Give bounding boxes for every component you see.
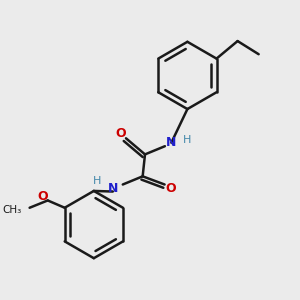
Text: O: O	[116, 127, 126, 140]
Text: H: H	[93, 176, 101, 186]
Text: CH₃: CH₃	[2, 205, 21, 215]
Text: O: O	[37, 190, 48, 203]
Text: H: H	[183, 135, 192, 145]
Text: O: O	[166, 182, 176, 194]
Text: N: N	[108, 182, 118, 194]
Text: N: N	[166, 136, 176, 149]
